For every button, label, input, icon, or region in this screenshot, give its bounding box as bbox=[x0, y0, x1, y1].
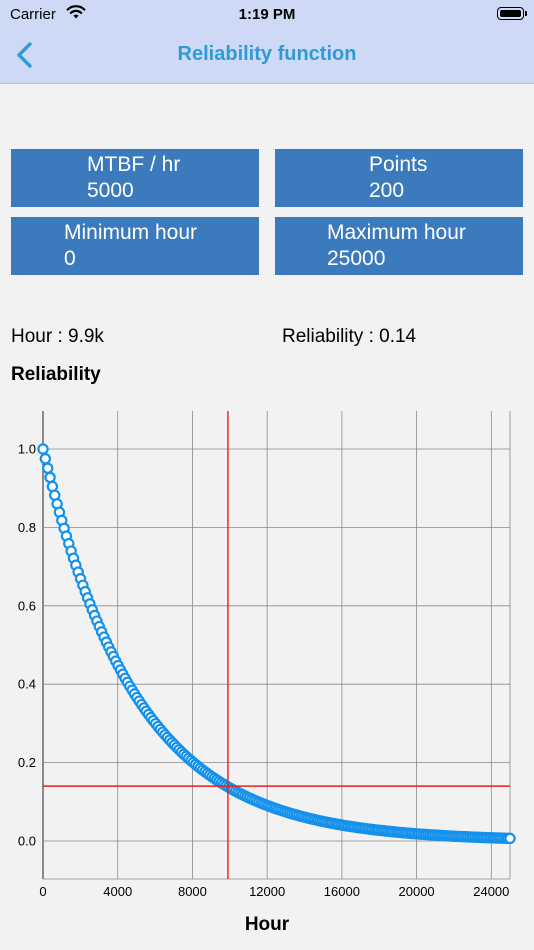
x-axis-title: Hour bbox=[244, 914, 290, 935]
reliability-readout: Reliability : 0.14 bbox=[282, 326, 417, 347]
maximum-hour-field[interactable]: Maximum hour 25000 bbox=[275, 217, 523, 275]
battery-icon bbox=[497, 7, 527, 20]
data-point bbox=[504, 832, 516, 845]
data-point bbox=[37, 443, 49, 455]
status-bar: Carrier 1:19 PM bbox=[0, 0, 534, 30]
carrier-label: Carrier bbox=[10, 6, 56, 23]
y-tick-label: 0.6 bbox=[18, 598, 36, 613]
chevron-left-icon bbox=[17, 42, 32, 68]
clock: 1:19 PM bbox=[238, 6, 296, 23]
navigation-bar: Reliability function bbox=[0, 30, 534, 84]
y-tick-label: 0.4 bbox=[18, 677, 36, 692]
mtbf-value: 5000 bbox=[87, 179, 134, 202]
x-tick-label: 8000 bbox=[178, 884, 207, 899]
x-tick-label: 4000 bbox=[103, 884, 132, 899]
wifi-icon bbox=[66, 5, 86, 19]
mtbf-field[interactable]: MTBF / hr 5000 bbox=[11, 149, 259, 207]
chart-title: Reliability bbox=[11, 364, 101, 385]
maximum-hour-value: 25000 bbox=[327, 247, 386, 270]
y-tick-label: 0.8 bbox=[18, 520, 36, 535]
x-tick-label: 0 bbox=[39, 884, 46, 899]
points-field[interactable]: Points 200 bbox=[275, 149, 523, 207]
points-label: Points bbox=[369, 153, 428, 176]
minimum-hour-label: Minimum hour bbox=[64, 221, 198, 244]
minimum-hour-value: 0 bbox=[64, 247, 76, 270]
y-tick-label: 0.2 bbox=[18, 755, 36, 770]
back-button[interactable] bbox=[12, 39, 42, 73]
x-tick-label: 24000 bbox=[473, 884, 509, 899]
x-tick-label: 20000 bbox=[399, 884, 435, 899]
maximum-hour-label: Maximum hour bbox=[327, 221, 466, 244]
y-tick-label: 1.0 bbox=[18, 442, 36, 457]
data-point bbox=[41, 462, 54, 474]
minimum-hour-field[interactable]: Minimum hour 0 bbox=[11, 217, 259, 275]
x-tick-label: 16000 bbox=[324, 884, 360, 899]
y-tick-label: 0.0 bbox=[18, 834, 36, 849]
points-value: 200 bbox=[369, 179, 405, 202]
x-tick-label: 12000 bbox=[249, 884, 285, 899]
hour-readout: Hour : 9.9k bbox=[11, 326, 104, 347]
mtbf-label: MTBF / hr bbox=[87, 153, 181, 176]
data-point bbox=[44, 471, 56, 484]
reliability-chart[interactable]: 0 4000 8000 12000 16000 20000 24000 0.0 0.2 0.4 0.… bbox=[0, 395, 534, 905]
page-title: Reliability function bbox=[177, 43, 357, 65]
data-point bbox=[39, 453, 52, 465]
